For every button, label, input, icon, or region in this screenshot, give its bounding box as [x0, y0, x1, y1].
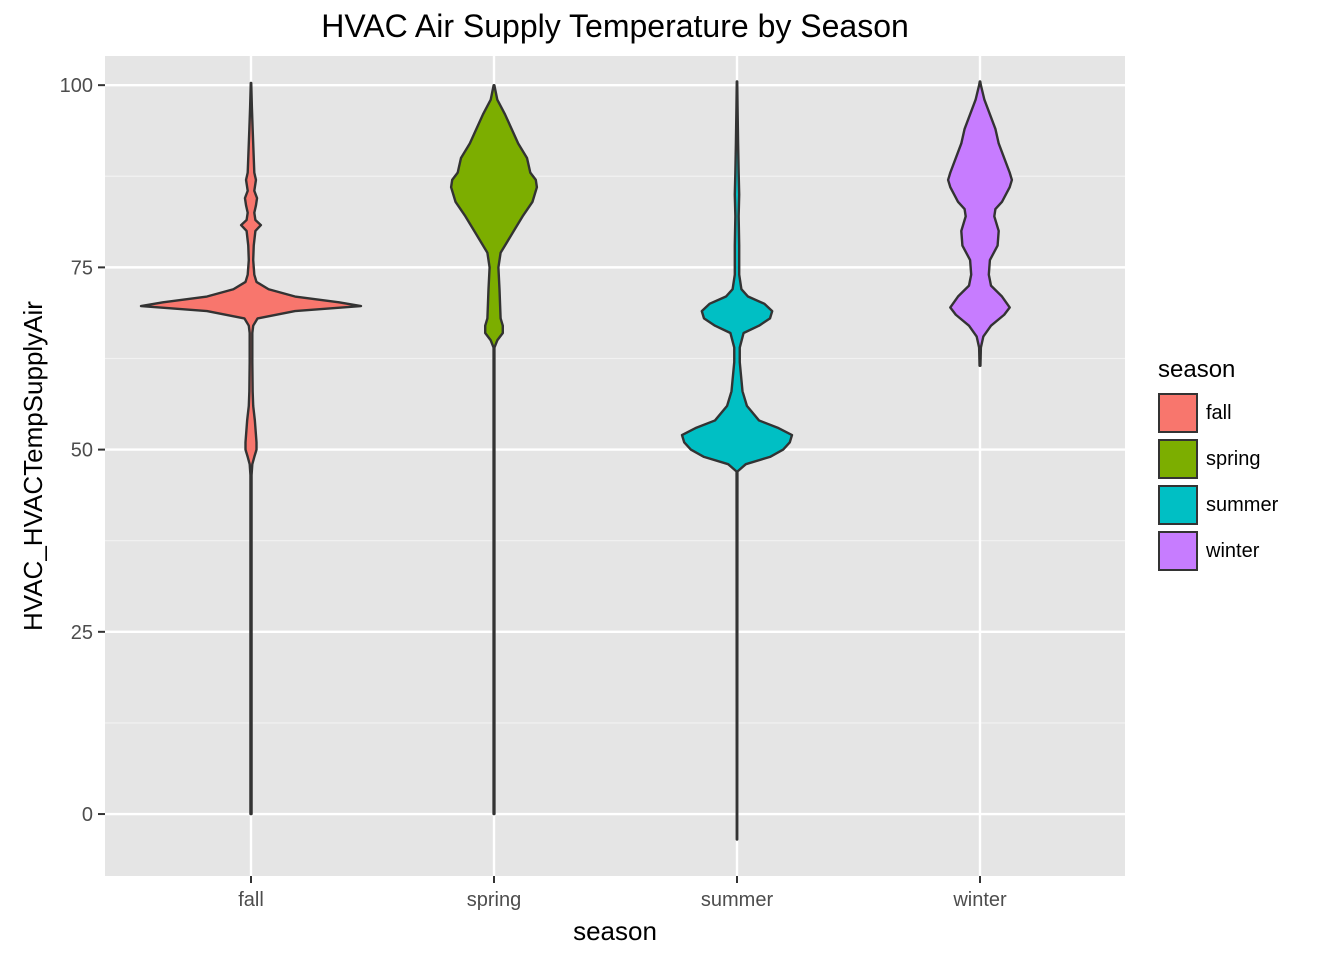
- violin-fall: [139, 81, 363, 816]
- violin-winter: [946, 80, 1014, 367]
- x-axis-ticks: fall spring summer winter: [238, 876, 1007, 911]
- legend-swatch: [1158, 393, 1198, 433]
- legend-swatch: [1158, 439, 1198, 479]
- y-tick-label: 25: [71, 622, 93, 644]
- y-tick-label: 0: [82, 804, 93, 826]
- violin-group: [139, 80, 1014, 841]
- violin-summer: [680, 80, 794, 841]
- y-tick-label: 100: [60, 75, 93, 97]
- legend-label: summer: [1206, 493, 1279, 516]
- legend-item-spring: spring: [1158, 436, 1278, 482]
- chart-title: HVAC Air Supply Temperature by Season: [321, 8, 909, 44]
- legend-label: winter: [1206, 539, 1260, 562]
- x-tick-label: summer: [701, 889, 774, 911]
- x-tick-label: spring: [467, 889, 521, 911]
- legend-item-summer: summer: [1158, 482, 1278, 528]
- x-tick-label: winter: [952, 889, 1007, 911]
- violin-spring: [449, 83, 539, 816]
- legend: season fall spring summer winter: [1158, 356, 1278, 574]
- legend-title: season: [1158, 356, 1236, 383]
- y-tick-label: 75: [71, 257, 93, 279]
- legend-items: fall spring summer winter: [1158, 390, 1278, 574]
- legend-label: spring: [1206, 447, 1261, 470]
- legend-swatch: [1158, 531, 1198, 571]
- x-tick-label: fall: [238, 889, 264, 911]
- y-tick-label: 50: [71, 440, 93, 462]
- legend-item-winter: winter: [1158, 528, 1278, 574]
- legend-swatch: [1158, 485, 1198, 525]
- x-axis-title: season: [573, 916, 657, 946]
- y-axis-title: HVAC_HVACTempSupplyAir: [18, 301, 48, 631]
- y-axis-ticks: 0 25 50 75 100: [60, 75, 105, 826]
- legend-item-fall: fall: [1158, 390, 1278, 436]
- legend-label: fall: [1206, 401, 1232, 424]
